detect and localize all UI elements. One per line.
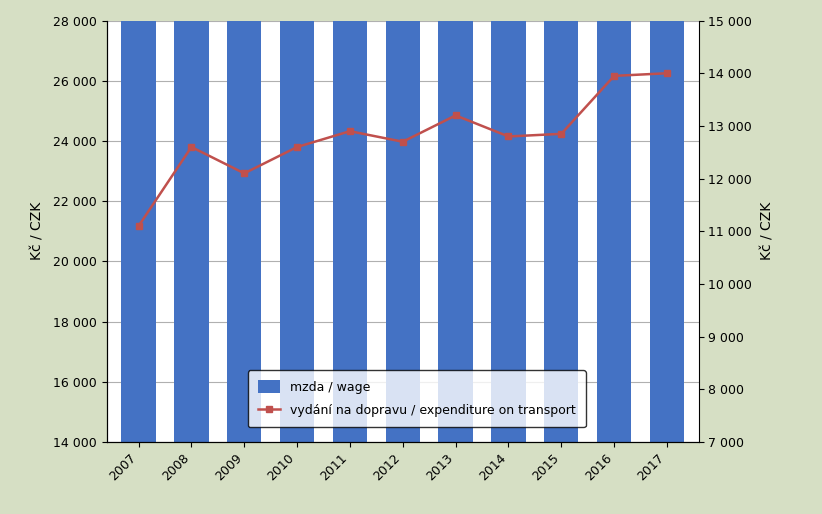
vydání na dopravu / expenditure on transport bbox=[239, 170, 249, 176]
vydání na dopravu / expenditure on transport bbox=[450, 113, 460, 119]
Bar bbox=[227, 0, 261, 442]
vydání na dopravu / expenditure on transport bbox=[187, 144, 196, 150]
vydání na dopravu / expenditure on transport bbox=[345, 128, 355, 134]
Bar bbox=[333, 0, 367, 442]
Legend: mzda / wage, vydání na dopravu / expenditure on transport: mzda / wage, vydání na dopravu / expendi… bbox=[247, 370, 586, 427]
Bar bbox=[544, 0, 579, 442]
Bar bbox=[386, 0, 420, 442]
vydání na dopravu / expenditure on transport bbox=[292, 144, 302, 150]
vydání na dopravu / expenditure on transport bbox=[662, 70, 672, 76]
vydání na dopravu / expenditure on transport bbox=[398, 139, 408, 145]
vydání na dopravu / expenditure on transport bbox=[134, 223, 144, 229]
vydání na dopravu / expenditure on transport bbox=[504, 133, 514, 139]
Y-axis label: Kč / CZK: Kč / CZK bbox=[760, 202, 774, 261]
Bar bbox=[438, 0, 473, 442]
Bar bbox=[650, 0, 684, 442]
Line: vydání na dopravu / expenditure on transport: vydání na dopravu / expenditure on trans… bbox=[135, 70, 671, 230]
Bar bbox=[174, 0, 209, 442]
Bar bbox=[597, 0, 631, 442]
vydání na dopravu / expenditure on transport bbox=[556, 131, 566, 137]
Y-axis label: Kč / CZK: Kč / CZK bbox=[31, 202, 45, 261]
vydání na dopravu / expenditure on transport bbox=[609, 73, 619, 79]
Bar bbox=[122, 0, 155, 442]
Bar bbox=[492, 0, 525, 442]
Bar bbox=[280, 0, 314, 442]
